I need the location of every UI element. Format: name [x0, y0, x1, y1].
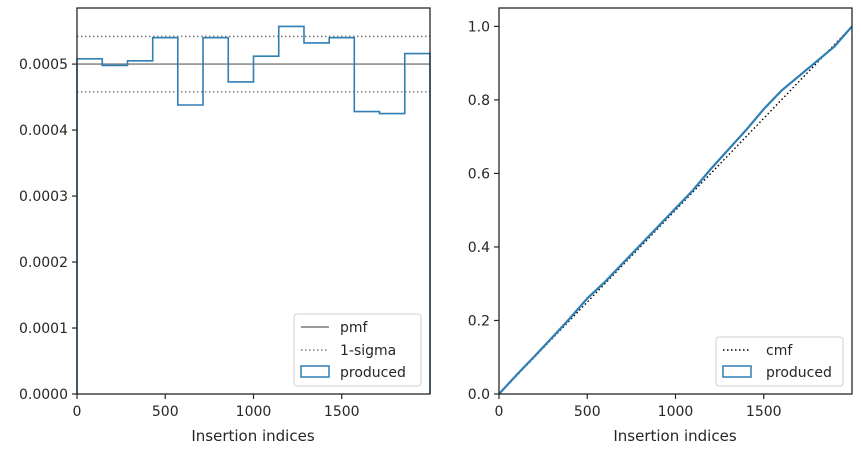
x-tick-label: 1000 [658, 404, 694, 420]
legend-pmf-label: pmf [340, 320, 369, 336]
y-tick-label: 0.0002 [19, 255, 68, 271]
legend-produced-swatch-right [722, 365, 752, 378]
legend-sigma-label: 1-sigma [340, 343, 396, 359]
left-legend-box [293, 313, 422, 387]
cmf-panel: 0.0 0.2 0.4 0.6 0.8 1.0 0 500 1000 1500 Insertio… [468, 7, 853, 445]
legend-cmf-label: cmf [766, 343, 793, 359]
right-y-ticks: 0.0 0.2 0.4 0.6 0.8 1.0 [468, 19, 499, 403]
sigma-lines [77, 35, 430, 93]
y-tick-label: 0.4 [468, 240, 490, 256]
y-tick-label: 0.0005 [19, 57, 68, 73]
y-tick-label: 0.0001 [19, 321, 68, 337]
left-legend: pmf 1-sigma produced [293, 313, 422, 387]
produced-step-group [76, 25, 431, 394]
y-tick-label: 1.0 [468, 19, 490, 35]
y-tick-label: 0.6 [468, 166, 490, 182]
left-x-ticks: 0 500 1000 1500 [73, 394, 360, 420]
x-tick-label: 0 [73, 404, 82, 420]
legend-produced-label-right: produced [766, 365, 832, 381]
left-x-axis-label: Insertion indices [191, 427, 314, 445]
y-tick-label: 0.0004 [19, 123, 68, 139]
pmf-histogram-panel: 0.0000 0.0001 0.0002 0.0003 0.0004 0.0005 0 50… [19, 7, 431, 445]
x-tick-label: 0 [495, 404, 504, 420]
left-y-ticks: 0.0000 0.0001 0.0002 0.0003 0.0004 0.0005 [19, 57, 77, 403]
y-tick-label: 0.0000 [19, 387, 68, 403]
right-legend: cmf produced [715, 336, 844, 387]
x-tick-label: 500 [152, 404, 179, 420]
cmf-series-group [498, 25, 853, 395]
legend-produced-swatch [300, 365, 330, 378]
x-tick-label: 1500 [746, 404, 782, 420]
y-tick-label: 0.0 [468, 387, 490, 403]
x-tick-label: 1000 [236, 404, 272, 420]
y-tick-label: 0.0003 [19, 189, 68, 205]
produced-cumulative-line [498, 25, 853, 395]
produced-histogram-step [76, 25, 431, 394]
right-x-axis-label: Insertion indices [613, 427, 736, 445]
right-x-ticks: 0 500 1000 1500 [495, 394, 782, 420]
y-tick-label: 0.2 [468, 313, 490, 329]
right-plot-area [499, 8, 852, 394]
y-tick-label: 0.8 [468, 93, 490, 109]
x-tick-label: 1500 [324, 404, 360, 420]
x-tick-label: 500 [574, 404, 601, 420]
legend-produced-label: produced [340, 365, 406, 381]
